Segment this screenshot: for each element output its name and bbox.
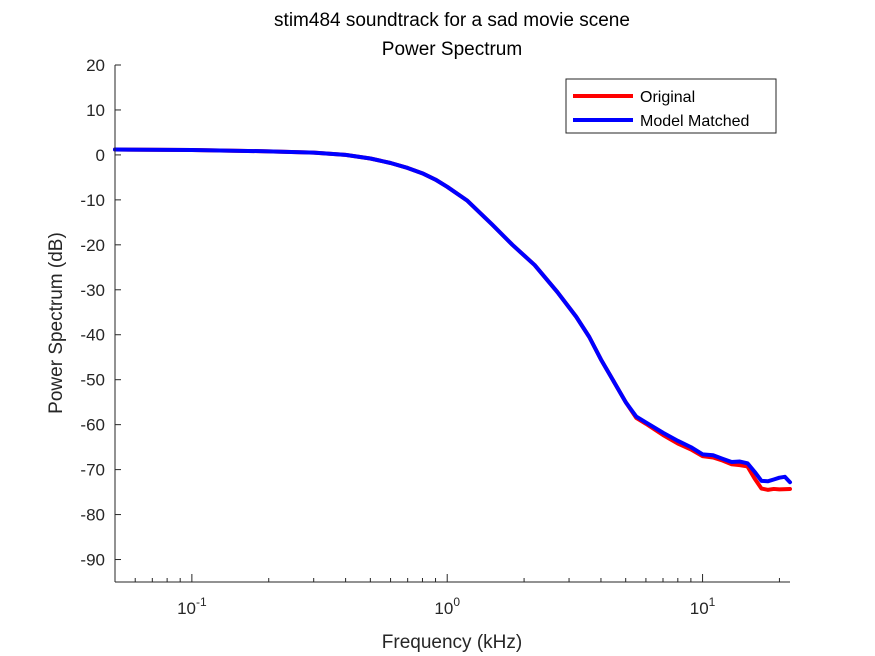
series-line-model-matched	[113, 147, 792, 485]
x-tick-exponent: 0	[453, 595, 460, 609]
y-tick-label: -30	[80, 281, 105, 300]
legend: Original Model Matched	[565, 78, 777, 134]
plot-background	[115, 65, 790, 582]
x-tick-base: 10	[177, 599, 196, 618]
y-tick-label: -90	[80, 551, 105, 570]
y-tick-label: -50	[80, 371, 105, 390]
legend-label-model-matched: Model Matched	[640, 113, 749, 130]
y-axis-label: Power Spectrum (dB)	[46, 232, 67, 414]
legend-label-original: Original	[640, 89, 695, 106]
y-tick-label: -40	[80, 326, 105, 345]
x-tick-label: 101	[690, 595, 716, 618]
y-tick-label: 10	[86, 101, 105, 120]
y-tick-label: -80	[80, 506, 105, 525]
y-tick-label: -70	[80, 461, 105, 480]
y-axis-ticks: 20 10 0 -10 -20 -30 -40 -50 -60 -70 -80 -90	[80, 56, 121, 570]
x-tick-base: 10	[434, 599, 453, 618]
chart-subtitle: Power Spectrum	[382, 39, 522, 60]
y-tick-label: 0	[96, 146, 105, 165]
y-tick-label: -20	[80, 236, 105, 255]
x-tick-label: 100	[434, 595, 460, 618]
legend-box	[565, 78, 777, 134]
x-tick-exponent: -1	[196, 595, 207, 609]
chart-title: stim484 soundtrack for a sad movie scene	[274, 10, 630, 31]
x-tick-base: 10	[690, 599, 709, 618]
x-axis-label: Frequency (kHz)	[382, 632, 522, 653]
y-tick-label: 20	[86, 56, 105, 75]
x-tick-exponent: 1	[709, 595, 716, 609]
y-tick-label: -60	[80, 416, 105, 435]
series-layer	[113, 147, 792, 492]
x-axis-ticks: 10-1 100 101	[114, 574, 780, 618]
y-tick-label: -10	[80, 191, 105, 210]
x-tick-label: 10-1	[177, 595, 207, 618]
